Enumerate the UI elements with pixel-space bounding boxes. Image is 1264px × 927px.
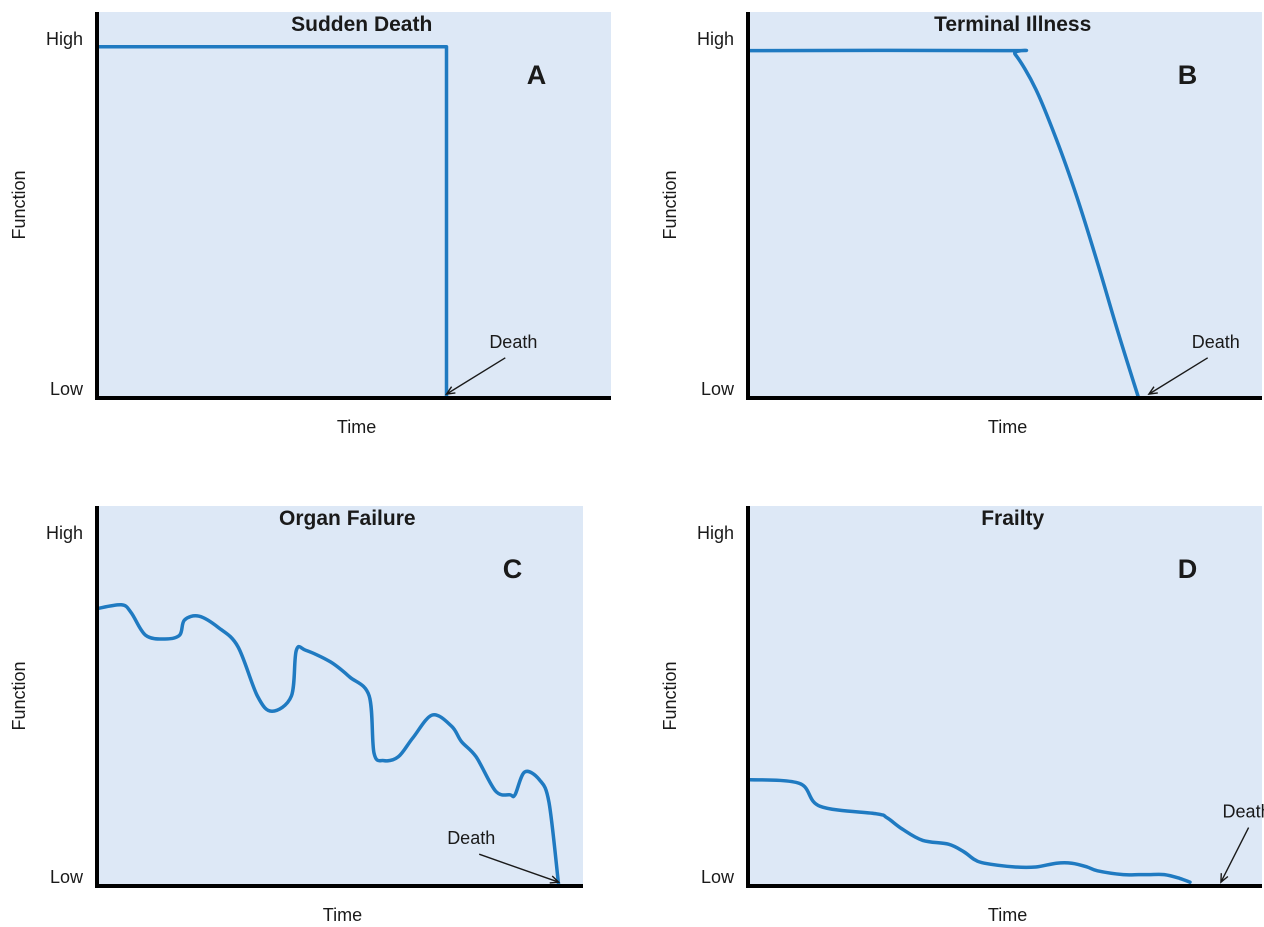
x-axis-label: Time — [337, 417, 376, 437]
y-tick-high: High — [46, 523, 83, 543]
panel-b: Terminal Illness B High Low Time Function Deat… — [660, 12, 1262, 437]
panel-letter: B — [1178, 60, 1198, 90]
panel-title: Sudden Death — [291, 13, 432, 36]
series-line — [746, 777, 1192, 884]
y-tick-low: Low — [701, 379, 735, 399]
panel-a: Sudden Death A High Low Time Function Death — [9, 12, 611, 437]
plot-area — [748, 12, 1262, 398]
series-line — [95, 44, 449, 400]
death-label: Death — [447, 828, 495, 848]
y-axis-label: Function — [9, 170, 29, 239]
death-arrow — [478, 853, 561, 884]
panel-title: Terminal Illness — [934, 13, 1091, 36]
panel-d: Frailty D High Low Time Function Death — [660, 506, 1264, 925]
series-line — [746, 48, 1141, 400]
y-tick-high: High — [46, 29, 83, 49]
y-tick-low: Low — [701, 867, 735, 887]
plot-area — [748, 506, 1262, 886]
series-line — [95, 603, 561, 888]
panel-title: Organ Failure — [279, 507, 416, 530]
plot-area — [97, 12, 611, 398]
death-label: Death — [1223, 802, 1264, 822]
y-axis-label: Function — [9, 661, 29, 730]
x-axis-label: Time — [988, 417, 1027, 437]
death-arrow — [1147, 357, 1209, 396]
panel-c: Organ Failure C High Low Time Function Death — [9, 506, 583, 925]
death-label: Death — [1192, 332, 1240, 352]
death-arrow — [445, 357, 506, 396]
y-tick-high: High — [697, 523, 734, 543]
y-axis-label: Function — [660, 170, 680, 239]
panel-title: Frailty — [981, 507, 1044, 530]
plot-area — [97, 506, 583, 886]
y-tick-high: High — [697, 29, 734, 49]
death-label: Death — [489, 332, 537, 352]
y-axis-label: Function — [660, 661, 680, 730]
y-tick-low: Low — [50, 867, 84, 887]
panel-letter: A — [527, 60, 547, 90]
x-axis-label: Time — [323, 905, 362, 925]
panel-letter: C — [503, 554, 523, 584]
x-axis-label: Time — [988, 905, 1027, 925]
panel-letter: D — [1178, 554, 1198, 584]
y-tick-low: Low — [50, 379, 84, 399]
death-arrow — [1220, 827, 1250, 884]
